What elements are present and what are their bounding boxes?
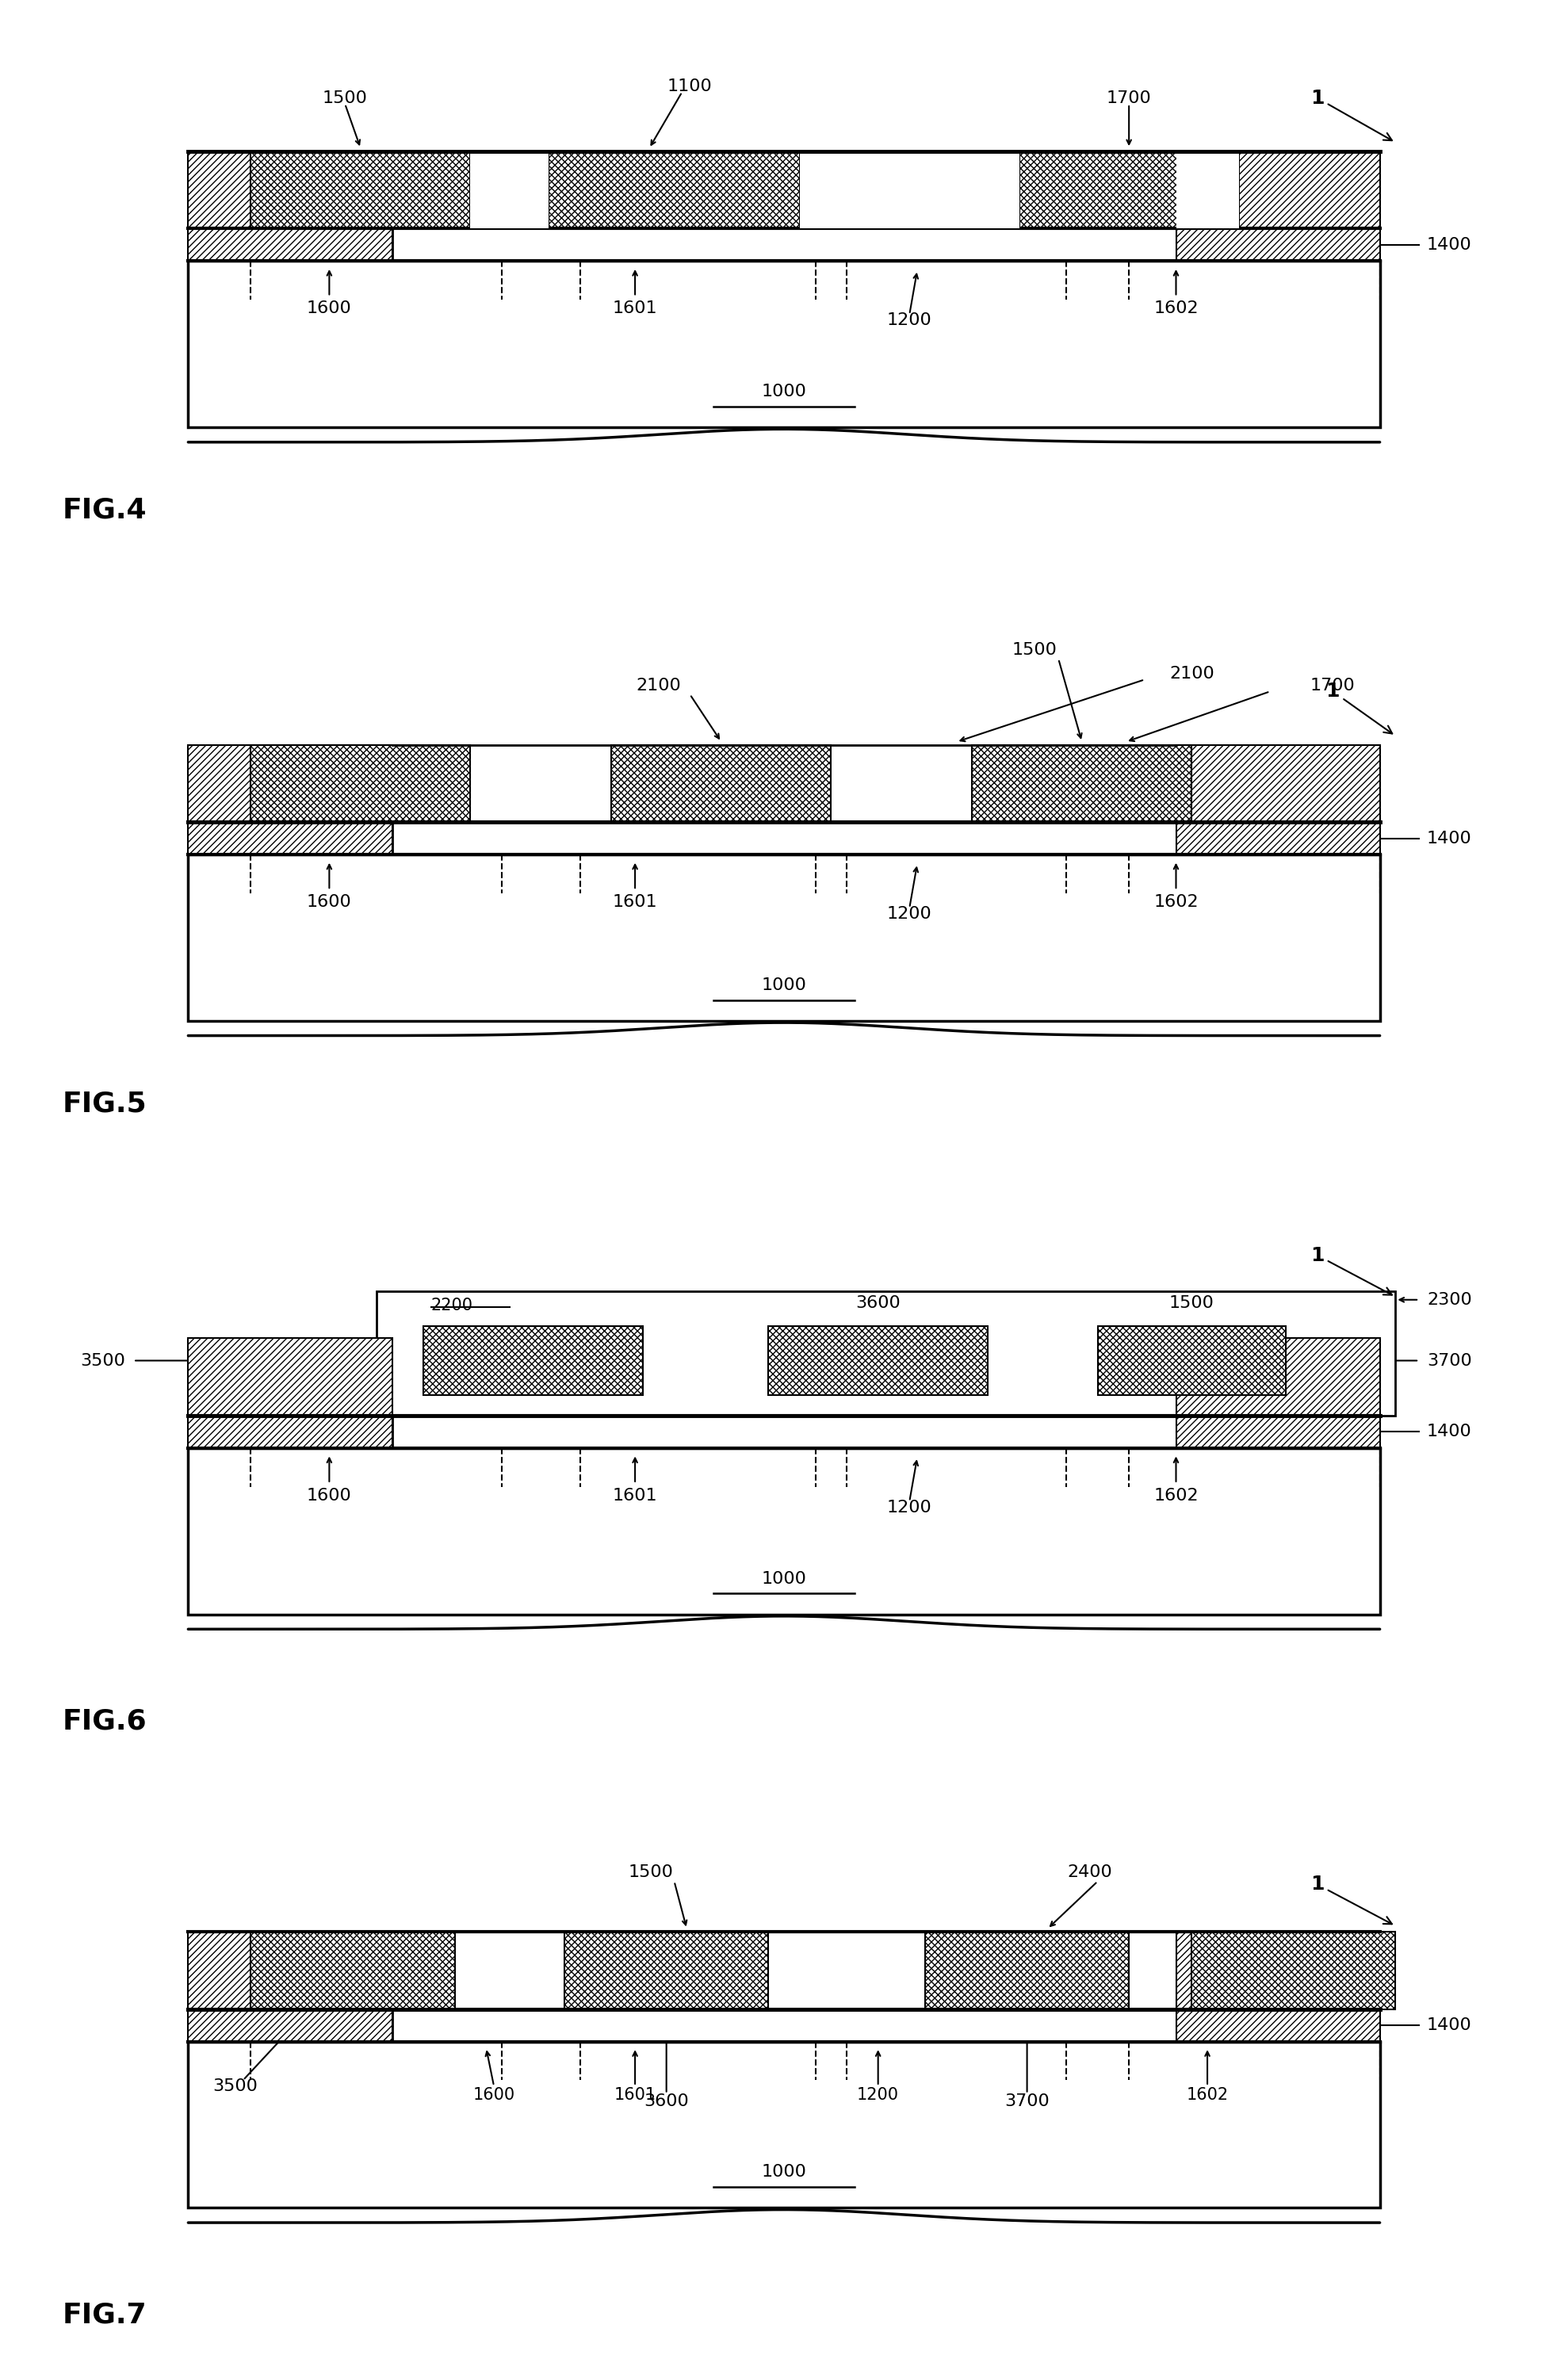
Text: 2100: 2100 [1170,665,1214,681]
Text: 3500: 3500 [80,1353,125,1367]
Bar [392,1415,1176,1448]
Text: 3500: 3500 [213,2077,257,2094]
Text: 1700: 1700 [1311,677,1355,693]
Text: 1500: 1500 [323,90,367,107]
Text: 1602: 1602 [1187,2087,1228,2103]
Bar [564,1932,768,2008]
Bar [251,745,470,821]
Bar [392,228,1176,261]
Bar [1192,1932,1396,2008]
Bar [972,745,1192,821]
Bar [1176,152,1239,228]
Text: 1600: 1600 [307,895,351,909]
Text: 1600: 1600 [474,2087,514,2103]
Bar [188,152,392,261]
Text: FIG.7: FIG.7 [63,2300,147,2329]
Text: 1602: 1602 [1154,301,1198,316]
Bar [1176,1932,1380,2042]
Text: 3600: 3600 [856,1294,900,1310]
Text: 1: 1 [1327,681,1392,734]
Text: 2400: 2400 [1068,1864,1112,1880]
Bar [392,2008,1176,2042]
Bar [392,821,1176,855]
Text: 1: 1 [1311,1246,1392,1294]
Bar [549,152,800,228]
Bar [392,152,1176,228]
Text: 1601: 1601 [613,301,657,316]
Text: 1000: 1000 [762,385,806,399]
Bar [251,1932,455,2008]
Text: 3600: 3600 [644,2094,688,2108]
Bar [800,152,1019,228]
Text: 1400: 1400 [1427,831,1472,845]
Text: 1000: 1000 [762,1572,806,1586]
Text: 1500: 1500 [629,1864,673,1880]
Bar [188,261,1380,427]
Text: 1600: 1600 [307,1488,351,1503]
Bar [188,1339,392,1448]
Text: 2300: 2300 [1427,1291,1472,1308]
Bar [1176,745,1380,855]
Bar [188,1932,392,2042]
Text: FIG.4: FIG.4 [63,496,147,525]
Bar [612,745,831,821]
Text: 1400: 1400 [1427,2018,1472,2032]
Text: 1200: 1200 [887,1500,931,1515]
Text: 1500: 1500 [1170,1294,1214,1310]
Bar [1019,152,1239,228]
Text: 1601: 1601 [613,895,657,909]
Bar [376,1291,1396,1415]
Bar [188,2042,1380,2208]
Bar [1176,1339,1380,1448]
Bar [768,1327,988,1396]
Text: 1601: 1601 [613,1488,657,1503]
Text: 1400: 1400 [1427,237,1472,252]
Bar [188,1448,1380,1614]
Bar [925,1932,1129,2008]
Text: 1200: 1200 [887,313,931,328]
Text: 1200: 1200 [858,2087,898,2103]
Bar [251,152,470,228]
Text: 1500: 1500 [1013,641,1057,658]
Text: 1: 1 [1311,1875,1392,1923]
Bar [423,1327,643,1396]
Text: 2100: 2100 [637,677,681,693]
Bar [1176,152,1380,261]
Text: 1600: 1600 [307,301,351,316]
Text: 2200: 2200 [431,1299,474,1313]
Text: 3700: 3700 [1427,1353,1472,1367]
Bar [1098,1327,1286,1396]
Text: 1000: 1000 [762,2165,806,2179]
Text: 1100: 1100 [668,78,712,95]
Bar [188,745,392,855]
Bar [470,152,549,228]
Text: 1601: 1601 [615,2087,655,2103]
Text: 1400: 1400 [1427,1424,1472,1439]
Text: 1: 1 [1311,88,1392,140]
Text: 1700: 1700 [1107,90,1151,107]
Text: FIG.6: FIG.6 [63,1707,147,1735]
Text: 3700: 3700 [1005,2094,1049,2108]
Text: 1602: 1602 [1154,895,1198,909]
Text: 1602: 1602 [1154,1488,1198,1503]
Text: 1000: 1000 [762,978,806,992]
Bar [188,855,1380,1021]
Text: 1200: 1200 [887,907,931,921]
Text: FIG.5: FIG.5 [63,1090,147,1118]
